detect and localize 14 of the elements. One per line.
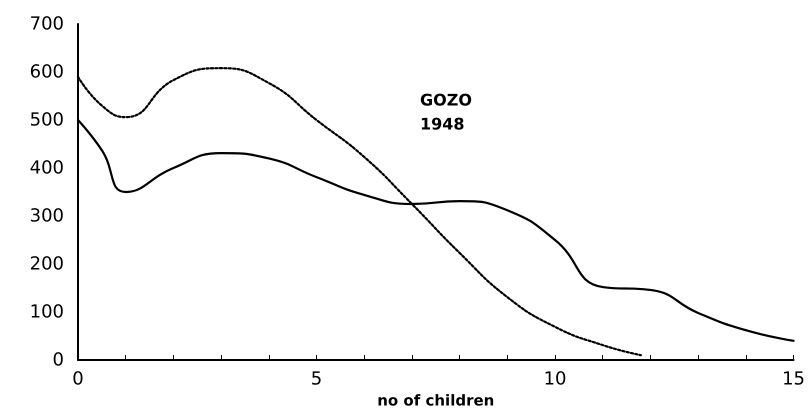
x-tick-label: 10 <box>544 368 566 390</box>
y-tick-label: 300 <box>30 206 64 226</box>
y-tick-label: 500 <box>30 110 64 130</box>
x-tick-label: 0 <box>72 368 84 390</box>
y-tick-label: 400 <box>30 158 64 178</box>
y-tick-label: 700 <box>30 14 64 34</box>
x-tick-label: 5 <box>310 368 322 390</box>
annotation: GOZO 1948 <box>420 90 472 134</box>
x-tick-label: 15 <box>782 368 805 390</box>
y-tick-label: 600 <box>30 62 64 82</box>
y-tick-label: 200 <box>30 254 64 274</box>
x-axis-title: no of children <box>377 391 494 410</box>
y-tick-label: 100 <box>30 302 64 322</box>
y-tick-label: 0 <box>52 350 64 370</box>
